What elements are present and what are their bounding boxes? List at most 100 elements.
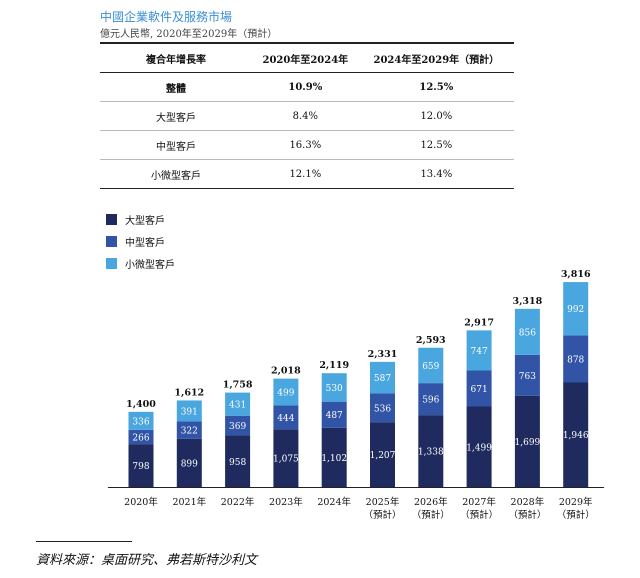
- bar-segment-large: [370, 422, 395, 487]
- legend-label: 大型客戶: [125, 215, 165, 227]
- bar-segment-small: [273, 378, 299, 406]
- legend-swatch-medium: [106, 235, 117, 247]
- value-label-large: 1,338: [418, 448, 444, 458]
- value-label-large: 1,207: [370, 451, 396, 461]
- source-note: 資料來源：桌面研究、弗若斯特沙利文: [36, 553, 258, 568]
- x-tick-label: 2020年: [124, 496, 158, 508]
- value-label-large: 798: [132, 462, 149, 472]
- x-tick-sublabel: （預計）: [508, 509, 546, 521]
- x-tick-label: 2021年: [172, 496, 206, 508]
- value-label-large: 1,102: [321, 454, 347, 464]
- value-label-medium: 536: [374, 404, 391, 414]
- bar-segment-small: [418, 347, 444, 384]
- bar-segment-medium: [370, 393, 395, 423]
- legend-swatch-large: [106, 213, 117, 225]
- bar-segment-small: [370, 361, 395, 394]
- bar-segment-medium: [225, 415, 251, 436]
- bar-segment-medium: [176, 421, 202, 439]
- x-tick-sublabel: （預計）: [557, 509, 595, 521]
- total-label: 2,331: [368, 349, 398, 360]
- value-label-small: 992: [567, 305, 584, 315]
- total-label: 1,400: [126, 399, 156, 410]
- value-label-medium: 266: [132, 434, 149, 444]
- bar-segment-small: [321, 373, 347, 402]
- total-label: 2,917: [464, 317, 494, 328]
- x-tick-sublabel: （預計）: [412, 509, 450, 521]
- value-label-medium: 444: [277, 414, 294, 424]
- bar-segment-small: [514, 308, 540, 355]
- legend-label: 中型客戶: [125, 237, 165, 249]
- bar-segment-medium: [514, 354, 540, 396]
- row-label: 小微型客戶: [100, 159, 252, 189]
- bar-segment-small: [128, 411, 154, 430]
- value-label-medium: 322: [181, 427, 198, 437]
- bar-segment-large: [273, 429, 299, 487]
- value-label-small: 499: [277, 389, 294, 399]
- x-tick-label: 2026年: [414, 496, 448, 508]
- legend-item: 大型客戶: [106, 208, 175, 230]
- value-label-large: 899: [181, 459, 198, 469]
- value-label-small: 856: [519, 328, 536, 338]
- legend-item: 中型客戶: [106, 230, 175, 252]
- x-tick-label: 2023年: [269, 496, 303, 508]
- row-label: 整體: [100, 72, 252, 102]
- value-label-medium: 878: [567, 355, 584, 365]
- bar-segment-medium: [466, 370, 492, 407]
- total-label: 3,816: [561, 269, 591, 280]
- value-label-small: 336: [132, 417, 149, 427]
- cagr-table: 複合年增長率 2020年至2024年 2024年至2029年（預計） 整體 10…: [100, 42, 514, 189]
- table-row: 中型客戶 16.3% 12.5%: [100, 130, 514, 160]
- bar-segment-small: [176, 400, 202, 422]
- total-label: 3,318: [513, 296, 543, 307]
- total-label: 1,612: [174, 387, 204, 398]
- cagr-value: 13.4%: [358, 159, 514, 189]
- bar-segment-large: [128, 444, 154, 487]
- bar-segment-large: [225, 435, 251, 487]
- value-label-large: 1,699: [515, 438, 541, 448]
- bar-segment-medium: [418, 383, 444, 416]
- bar-segment-small: [466, 330, 492, 371]
- x-tick-sublabel: （預計）: [363, 509, 401, 521]
- x-tick-label: 2024年: [317, 496, 351, 508]
- row-label: 中型客戶: [100, 130, 252, 160]
- legend-label: 小微型客戶: [125, 259, 175, 271]
- cagr-value: 10.9%: [252, 72, 359, 102]
- total-label: 2,593: [416, 335, 446, 346]
- value-label-large: 1,946: [563, 431, 589, 441]
- chart-subtitle: 億元人民幣, 2020年至2029年（預計）: [100, 29, 278, 40]
- chart-legend: 大型客戶 中型客戶 小微型客戶: [106, 208, 175, 274]
- value-label-medium: 487: [326, 411, 343, 421]
- value-label-small: 747: [471, 347, 488, 357]
- cagr-value: 8.4%: [252, 101, 359, 131]
- value-label-small: 530: [326, 384, 343, 394]
- value-label-large: 1,075: [273, 455, 299, 465]
- cagr-value: 16.3%: [252, 130, 359, 160]
- cagr-value: 12.5%: [358, 130, 514, 160]
- total-label: 2,119: [319, 360, 349, 371]
- value-label-medium: 763: [519, 372, 536, 382]
- x-tick-label: 2027年: [462, 496, 496, 508]
- table-header: 複合年增長率: [100, 42, 252, 73]
- x-tick-label: 2022年: [221, 496, 255, 508]
- bar-segment-large: [466, 406, 492, 487]
- source-divider: [36, 541, 132, 542]
- bar-segment-medium: [321, 401, 347, 428]
- cagr-value: 12.0%: [358, 101, 514, 131]
- value-label-medium: 671: [471, 385, 488, 395]
- value-label-large: 1,499: [466, 443, 492, 453]
- bar-segment-large: [418, 415, 444, 487]
- x-tick-label: 2025年: [366, 496, 400, 508]
- table-header-row: 複合年增長率 2020年至2024年 2024年至2029年（預計）: [100, 42, 514, 73]
- value-label-small: 587: [374, 374, 391, 384]
- value-label-small: 391: [181, 407, 198, 417]
- value-label-small: 431: [229, 401, 246, 411]
- x-tick-label: 2028年: [511, 496, 545, 508]
- total-label: 1,758: [223, 380, 253, 391]
- table-row: 大型客戶 8.4% 12.0%: [100, 101, 514, 131]
- value-label-large: 958: [229, 458, 246, 468]
- bar-segment-large: [321, 427, 347, 487]
- chart-title: 中國企業軟件及服務市場: [100, 10, 233, 24]
- x-tick-sublabel: （預計）: [460, 509, 498, 521]
- bar-segment-large: [514, 395, 540, 487]
- cagr-value: 12.5%: [358, 72, 514, 102]
